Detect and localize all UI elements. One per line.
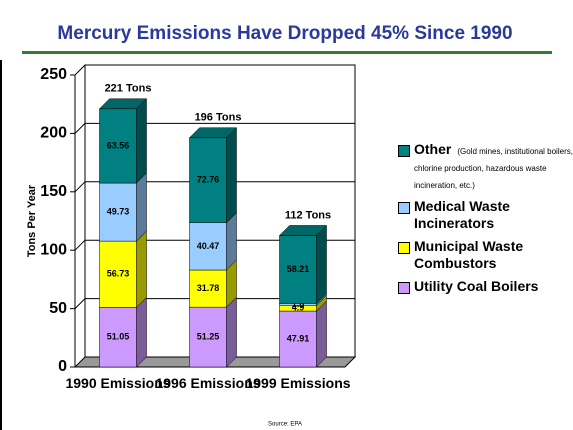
value-label: 51.25	[197, 331, 220, 341]
legend-item: Municipal Waste Combustors	[398, 238, 573, 272]
x-tick-label: 1996 Emissions	[155, 375, 261, 391]
bar-segment	[99, 108, 137, 184]
value-label: 4.9	[292, 303, 305, 313]
legend-swatch	[398, 282, 410, 294]
y-tick-label: 200	[40, 125, 67, 142]
legend-text: Utility Coal Boilers	[414, 278, 538, 295]
bar-segment	[189, 137, 227, 224]
legend-text: Municipal Waste Combustors	[414, 238, 573, 272]
legend-item: Utility Coal Boilers	[398, 278, 573, 295]
bar-side	[136, 296, 147, 368]
grid-line	[74, 181, 86, 193]
legend-note: (Gold mines, institutional boilers, chlo…	[414, 147, 573, 190]
bar-side	[226, 127, 237, 224]
y-tick-label: 250	[40, 66, 67, 83]
bar-side	[226, 296, 237, 368]
title-rule	[22, 51, 552, 54]
y-tick-label: 100	[40, 241, 67, 258]
value-label: 1.6	[292, 299, 305, 309]
legend-swatch	[398, 242, 410, 254]
legend-swatch	[398, 202, 410, 214]
legend-item: Other (Gold mines, institutional boilers,…	[398, 141, 573, 192]
total-label: 221 Tons	[105, 83, 152, 95]
legend-text: Other (Gold mines, institutional boilers,…	[414, 141, 573, 192]
grid-line	[74, 298, 86, 309]
value-label: 47.91	[287, 333, 310, 343]
y-tick-label: 150	[40, 183, 67, 200]
bar-segment	[189, 269, 227, 308]
bar-side	[316, 300, 327, 368]
total-label: 196 Tons	[195, 112, 242, 124]
bar-top	[98, 98, 148, 110]
legend-text: Medical Waste Incinerators	[414, 198, 573, 232]
legend-swatch	[398, 145, 410, 157]
bar-segment	[99, 240, 137, 308]
value-label: 40.47	[197, 241, 220, 251]
bar-segment	[279, 235, 317, 304]
grid-line	[74, 64, 86, 76]
legend-label: Municipal Waste Combustors	[414, 238, 524, 271]
bar-segment	[99, 307, 137, 368]
bar-side	[136, 230, 147, 308]
bar-side	[316, 224, 327, 305]
value-label: 51.05	[107, 332, 130, 342]
value-label: 56.73	[107, 269, 130, 279]
x-tick-label: 1990 Emissions	[65, 375, 171, 391]
x-tick-label: 1999 Emissions	[245, 375, 351, 391]
total-label: 112 Tons	[285, 209, 331, 221]
source: Source: EPA	[268, 422, 302, 428]
y-tick-label: 50	[49, 300, 67, 317]
bar-segment	[189, 306, 227, 368]
value-label: 31.78	[197, 283, 220, 293]
chart-title: Mercury Emissions Have Dropped 45% Since…	[57, 23, 512, 44]
legend-label: Utility Coal Boilers	[414, 278, 539, 294]
value-label: 72.76	[197, 175, 220, 185]
legend-label: Medical Waste Incinerators	[414, 198, 510, 231]
border	[0, 60, 2, 430]
bar-segment	[99, 182, 137, 242]
bar-side	[136, 98, 147, 184]
y-axis-label: Tons Per Year	[26, 184, 38, 257]
bar-top	[278, 225, 328, 236]
value-label: 58.21	[287, 264, 310, 274]
value-label: 63.56	[107, 140, 130, 150]
grid-line	[74, 123, 86, 134]
legend-label: Other	[414, 141, 452, 157]
bar-top	[188, 127, 238, 139]
grid-line	[74, 239, 86, 251]
legend: Other (Gold mines, institutional boilers,…	[398, 141, 573, 301]
legend-item: Medical Waste Incinerators	[398, 198, 573, 232]
y-tick-label: 0	[58, 358, 67, 375]
bar-side	[136, 172, 147, 242]
value-label: 49.73	[107, 206, 130, 216]
bar-segment	[279, 310, 317, 368]
